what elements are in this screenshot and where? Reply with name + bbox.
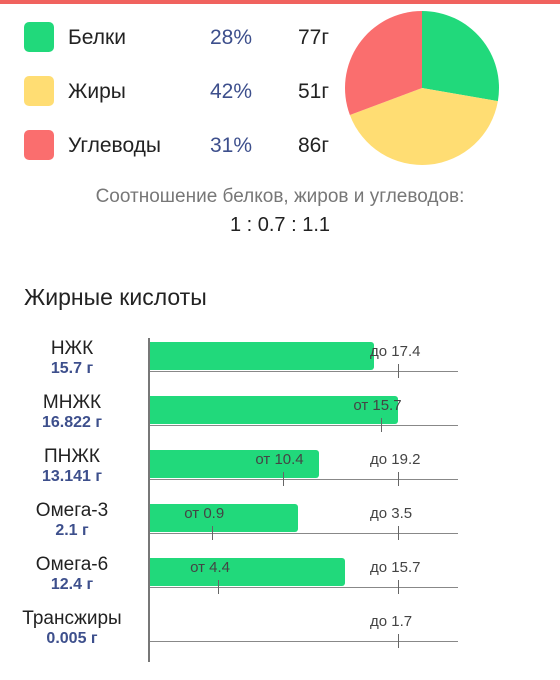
protein-grams: 77г	[298, 26, 330, 49]
min-norm-label: от 15.7	[353, 397, 402, 414]
carbs-label: Углеводы	[68, 134, 162, 157]
fatty-acid-bar-track: от 4.4 до 15.7	[148, 558, 458, 594]
fatty-acid-row: Трансжиры 0.005 г до 1.7	[0, 608, 560, 662]
min-norm-label: от 0.9	[184, 505, 225, 522]
carbs-color-swatch	[24, 130, 54, 160]
fatty-acid-name: ПНЖК	[44, 446, 100, 467]
protein-percent: 28%	[210, 26, 253, 49]
fatty-acid-name: Трансжиры	[22, 608, 122, 629]
fatty-acid-row: Омега-6 12.4 г от 4.4 до 15.7	[0, 554, 560, 608]
carbs-percent: 31%	[210, 134, 253, 157]
fatty-acid-amount: 16.822 г	[41, 414, 103, 431]
ratio-caption: Соотношение белков, жиров и углеводов:	[95, 186, 465, 207]
fat-label: Жиры	[68, 80, 126, 103]
max-norm-label: до 15.7	[370, 559, 421, 576]
max-norm-label: до 3.5	[370, 505, 413, 522]
fatty-acid-bar-track: от 15.7	[148, 396, 458, 432]
fatty-acid-bar	[148, 504, 298, 532]
protein-color-swatch	[24, 22, 54, 52]
macro-pie-chart	[345, 11, 499, 166]
ratio-value: 1 : 0.7 : 1.1	[229, 214, 331, 236]
max-norm-label: до 17.4	[370, 343, 421, 360]
bar-baseline	[148, 371, 458, 372]
fatty-acid-name: Омега-6	[35, 554, 109, 575]
fatty-acid-bar	[148, 450, 320, 478]
protein-label: Белки	[68, 26, 126, 49]
fatty-acid-amount: 12.4 г	[50, 576, 94, 593]
max-norm-label: до 1.7	[370, 613, 413, 630]
bar-baseline	[148, 533, 458, 534]
top-accent-stripe	[0, 0, 560, 4]
pie-slice-fat	[349, 88, 498, 166]
fatty-acids-title: Жирные кислоты	[24, 284, 207, 310]
min-norm-tick	[212, 526, 214, 540]
fatty-acid-bar-track: от 10.4 до 19.2	[148, 450, 458, 486]
fatty-acid-bar	[148, 342, 374, 370]
fatty-acid-row: Омега-3 2.1 г от 0.9 до 3.5	[0, 500, 560, 554]
min-norm-tick	[381, 418, 383, 432]
fatty-acid-row: НЖК 15.7 г до 17.4	[0, 338, 560, 392]
max-norm-tick	[398, 580, 399, 594]
fatty-acid-amount: 15.7 г	[50, 360, 94, 377]
fatty-acid-amount: 2.1 г	[55, 522, 89, 539]
fatty-acid-row: ПНЖК 13.141 г от 10.4 до 19.2	[0, 446, 560, 500]
bar-baseline	[148, 425, 458, 426]
bar-baseline	[148, 587, 458, 588]
fatty-acid-row: МНЖК 16.822 г от 15.7	[0, 392, 560, 446]
pie-slice-carbs	[345, 11, 422, 115]
fat-percent: 42%	[210, 80, 253, 103]
fatty-acid-bar	[148, 558, 346, 586]
max-norm-tick	[398, 364, 399, 378]
fat-color-swatch	[24, 76, 54, 106]
fatty-acid-bar-track: до 17.4	[148, 342, 458, 378]
fat-grams: 51г	[298, 80, 330, 103]
min-norm-label: от 10.4	[255, 451, 304, 468]
bar-baseline	[148, 479, 458, 480]
fatty-acid-name: Омега-3	[35, 500, 109, 521]
fatty-acid-name: МНЖК	[42, 392, 102, 413]
min-norm-tick	[283, 472, 285, 486]
min-norm-label: от 4.4	[190, 559, 230, 576]
macro-row-protein: Белки 28% 77г	[24, 22, 344, 54]
max-norm-tick	[398, 634, 399, 648]
carbs-grams: 86г	[298, 134, 330, 157]
max-norm-label: до 19.2	[370, 451, 421, 468]
fatty-acid-bar-track: до 1.7	[148, 612, 458, 648]
fatty-acid-bar-track: от 0.9 до 3.5	[148, 504, 458, 540]
fatty-acid-name: НЖК	[50, 338, 94, 359]
chart-axis-line	[148, 338, 150, 662]
macro-row-carbs: Углеводы 31% 86г	[24, 130, 344, 162]
pie-slice-protein	[422, 11, 499, 102]
max-norm-tick	[398, 472, 399, 486]
max-norm-tick	[398, 526, 399, 540]
min-norm-tick	[218, 580, 220, 594]
fatty-acid-amount: 13.141 г	[41, 468, 103, 485]
fatty-acid-bar	[148, 396, 398, 424]
bar-baseline	[148, 641, 458, 642]
fatty-acid-amount: 0.005 г	[46, 630, 98, 647]
macro-row-fat: Жиры 42% 51г	[24, 76, 344, 108]
